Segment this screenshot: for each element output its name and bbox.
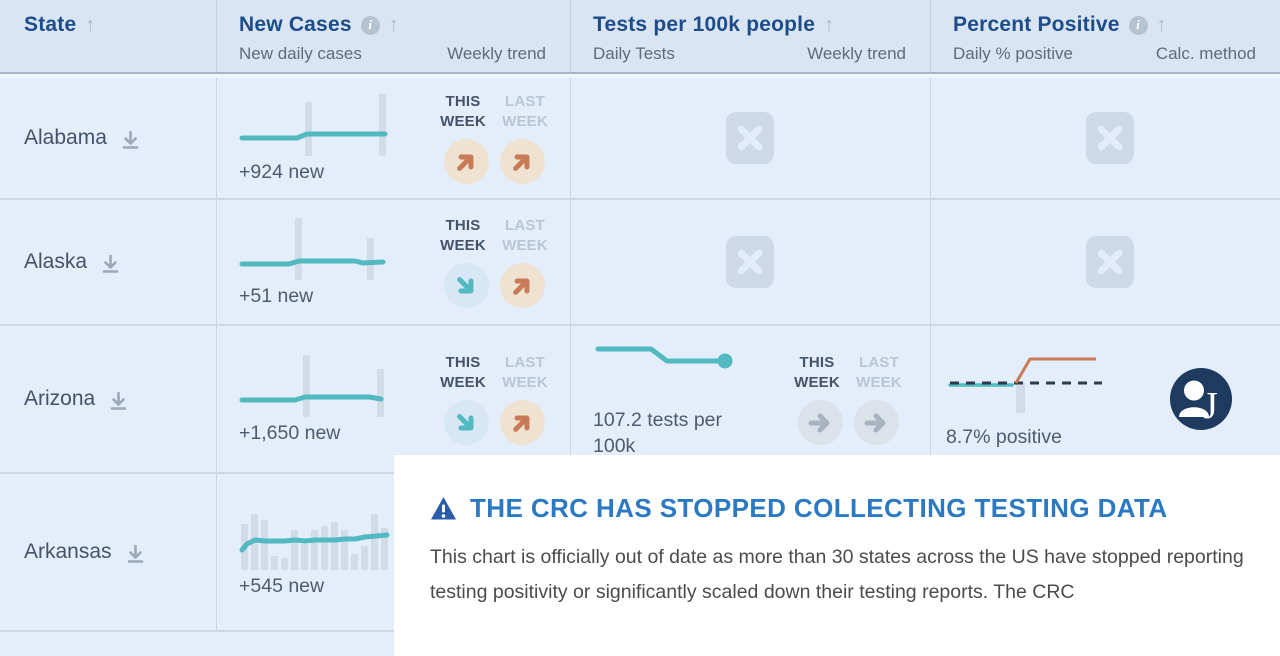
state-name: Alaska bbox=[24, 250, 88, 273]
download-state-data-icon[interactable] bbox=[126, 544, 145, 564]
trend-up-last-week-icon bbox=[499, 400, 545, 445]
warning-icon bbox=[430, 496, 457, 521]
weekly-trend-indicator: THIS WEEK LAST WEEK bbox=[438, 92, 550, 184]
this-week-label: THIS WEEK bbox=[440, 93, 486, 130]
new-cases-column-label[interactable]: New Cases bbox=[239, 13, 352, 36]
tests-cell: 107.2 tests per 100k THIS WEEK LAST WEEK bbox=[570, 326, 930, 472]
new-cases-cell: +1,650 new THIS WEEK LAST WEEK bbox=[216, 326, 570, 472]
subheader-new-daily-cases: New daily cases bbox=[239, 44, 362, 63]
this-week-label: THIS WEEK bbox=[794, 354, 840, 391]
testing-data-notice: THE CRC HAS STOPPED COLLECTING TESTING D… bbox=[394, 455, 1280, 656]
new-cases-sparkline bbox=[239, 354, 384, 417]
info-icon[interactable]: i bbox=[360, 15, 380, 35]
header-divider bbox=[0, 74, 1280, 78]
table-header: State ↑ New Cases i ↑ New daily cases We… bbox=[0, 0, 1280, 74]
column-header-tests: Tests per 100k people ↑ Daily Tests Week… bbox=[570, 0, 930, 72]
info-icon[interactable]: i bbox=[1128, 15, 1148, 35]
new-cases-cell: +924 new THIS WEEK LAST WEEK bbox=[216, 78, 570, 198]
state-column-label[interactable]: State bbox=[24, 13, 77, 36]
this-week-label: THIS WEEK bbox=[440, 354, 486, 391]
trend-flat-this-week-icon bbox=[797, 400, 843, 445]
new-cases-value: +545 new bbox=[239, 574, 325, 597]
daily-tests-value: 107.2 tests per 100k bbox=[593, 409, 722, 457]
new-cases-cell: +545 new bbox=[216, 474, 570, 630]
percent-positive-value: 8.7% positive bbox=[946, 425, 1062, 448]
sort-arrow-icon[interactable]: ↑ bbox=[824, 14, 835, 36]
trend-flat-last-week-icon bbox=[853, 400, 899, 445]
state-name: Arizona bbox=[24, 387, 96, 410]
svg-text:J: J bbox=[1203, 385, 1218, 427]
jhu-calculated-icon[interactable]: J bbox=[1170, 368, 1232, 430]
daily-tests-sparkline bbox=[595, 346, 733, 369]
new-cases-value: +1,650 new bbox=[239, 421, 341, 444]
download-state-data-icon[interactable] bbox=[121, 130, 140, 150]
subheader-daily-percent-positive: Daily % positive bbox=[953, 44, 1073, 63]
new-cases-sparkline bbox=[239, 93, 388, 156]
tests-column-label[interactable]: Tests per 100k people bbox=[593, 13, 816, 36]
new-cases-value: +51 new bbox=[239, 284, 314, 307]
tests-cell bbox=[570, 200, 930, 324]
table-row: Arizona +1,650 new THIS WEEK LAST WEEK 107.2… bbox=[0, 326, 1280, 474]
no-data-icon bbox=[726, 236, 774, 288]
new-cases-sparkline bbox=[239, 217, 386, 280]
state-cell: Arizona bbox=[0, 326, 216, 472]
trend-up-last-week-icon bbox=[499, 263, 545, 308]
column-header-new-cases: New Cases i ↑ New daily cases Weekly tre… bbox=[216, 0, 570, 72]
subheader-weekly-trend: Weekly trend bbox=[807, 44, 906, 63]
notice-title: THE CRC HAS STOPPED COLLECTING TESTING D… bbox=[470, 493, 1168, 523]
new-cases-sparkline bbox=[239, 513, 390, 570]
subheader-daily-tests: Daily Tests bbox=[593, 44, 675, 63]
this-week-label: THIS WEEK bbox=[440, 217, 486, 254]
percent-positive-column-label[interactable]: Percent Positive bbox=[953, 13, 1120, 36]
new-cases-cell: +51 new THIS WEEK LAST WEEK bbox=[216, 200, 570, 324]
download-state-data-icon[interactable] bbox=[101, 254, 120, 274]
notice-title-row: THE CRC HAS STOPPED COLLECTING TESTING D… bbox=[430, 493, 1260, 524]
trend-up-last-week-icon bbox=[499, 139, 545, 184]
percent-positive-cell bbox=[930, 200, 1280, 324]
column-header-percent-positive: Percent Positive i ↑ Daily % positive Ca… bbox=[930, 0, 1280, 72]
trend-down-this-week-icon bbox=[443, 263, 489, 308]
state-cell: Alaska bbox=[0, 200, 216, 324]
no-data-icon bbox=[1086, 112, 1134, 164]
sort-arrow-icon[interactable]: ↑ bbox=[388, 14, 399, 36]
table-row: Alabama +924 new THIS WEEK LAST WEEK bbox=[0, 78, 1280, 200]
state-cell: Alabama bbox=[0, 78, 216, 198]
state-name: Arkansas bbox=[24, 540, 112, 563]
percent-positive-sparkline bbox=[948, 357, 1102, 413]
percent-positive-cell: 8.7% positive J bbox=[930, 326, 1280, 472]
subheader-calc-method: Calc. method bbox=[1155, 44, 1256, 63]
percent-positive-cell bbox=[930, 78, 1280, 198]
column-header-state: State ↑ bbox=[0, 0, 216, 72]
weekly-trend-indicator: THIS WEEK LAST WEEK bbox=[792, 353, 904, 445]
trend-up-this-week-icon bbox=[443, 139, 489, 184]
table-row: Alaska +51 new THIS WEEK LAST WEEK bbox=[0, 200, 1280, 326]
last-week-label: LAST WEEK bbox=[502, 93, 548, 130]
sort-arrow-icon[interactable]: ↑ bbox=[85, 14, 96, 36]
last-week-label: LAST WEEK bbox=[502, 354, 548, 391]
subheader-weekly-trend: Weekly trend bbox=[447, 44, 546, 63]
no-data-icon bbox=[1086, 236, 1134, 288]
notice-body: This chart is officially out of date as … bbox=[430, 546, 1244, 603]
download-state-data-icon[interactable] bbox=[109, 391, 128, 411]
trend-down-this-week-icon bbox=[443, 400, 489, 445]
weekly-trend-indicator: THIS WEEK LAST WEEK bbox=[438, 216, 550, 308]
state-cell: Arkansas bbox=[0, 474, 216, 630]
no-data-icon bbox=[726, 112, 774, 164]
tests-cell bbox=[570, 78, 930, 198]
last-week-label: LAST WEEK bbox=[856, 354, 902, 391]
new-cases-value: +924 new bbox=[239, 160, 325, 183]
weekly-trend-indicator: THIS WEEK LAST WEEK bbox=[438, 353, 550, 445]
state-name: Alabama bbox=[24, 126, 107, 149]
last-week-label: LAST WEEK bbox=[502, 217, 548, 254]
sort-arrow-icon[interactable]: ↑ bbox=[1156, 14, 1167, 36]
